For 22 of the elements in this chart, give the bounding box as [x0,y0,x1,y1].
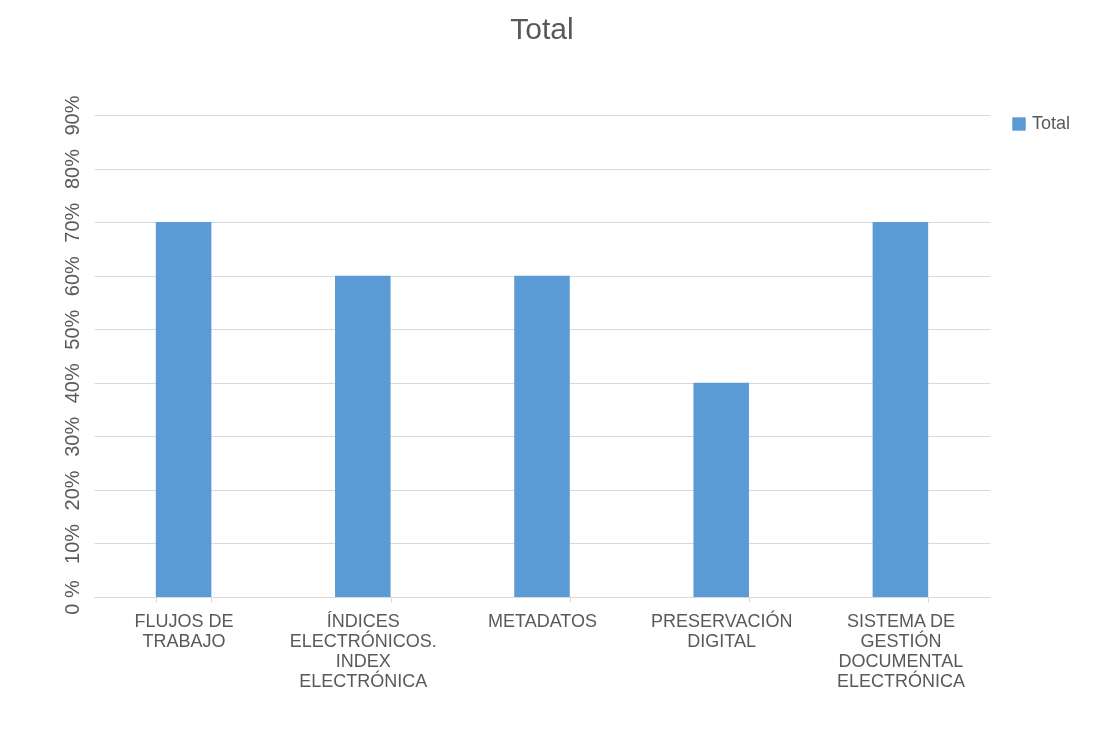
y-tick-label: 40% [60,363,83,404]
x-tick-label: PRESERVACIÓN DIGITAL [651,609,793,651]
x-tick-label: SISTEMA DE GESTIÓN DOCUMENTAL ELECTRÓNICA [836,610,965,691]
y-tick-label: 60% [60,255,83,297]
y-tick-label: 90% [60,95,83,136]
bar [335,275,391,597]
bar [514,275,570,597]
x-tick-label: METADATOS [487,610,598,631]
chart-title: Total [510,11,574,45]
y-tick-label: 0 % [60,580,83,615]
bar [693,382,749,597]
y-tick-label: 50% [60,309,83,350]
x-tick-label: FLUJOS DE TRABAJO [134,610,234,651]
y-tick-label: 30% [60,416,83,457]
y-tick-label: 20% [60,470,83,511]
x-tick-label: ÍNDICES ELECTRÓNICOS. INDEX ELECTRÓNICA [289,610,437,691]
y-tick-label: 80% [60,148,83,190]
bar [155,222,212,597]
legend-label: Total [1032,113,1071,133]
y-tick-label: 10% [60,523,83,564]
bar [872,222,929,597]
y-tick-label: 70% [60,202,83,243]
